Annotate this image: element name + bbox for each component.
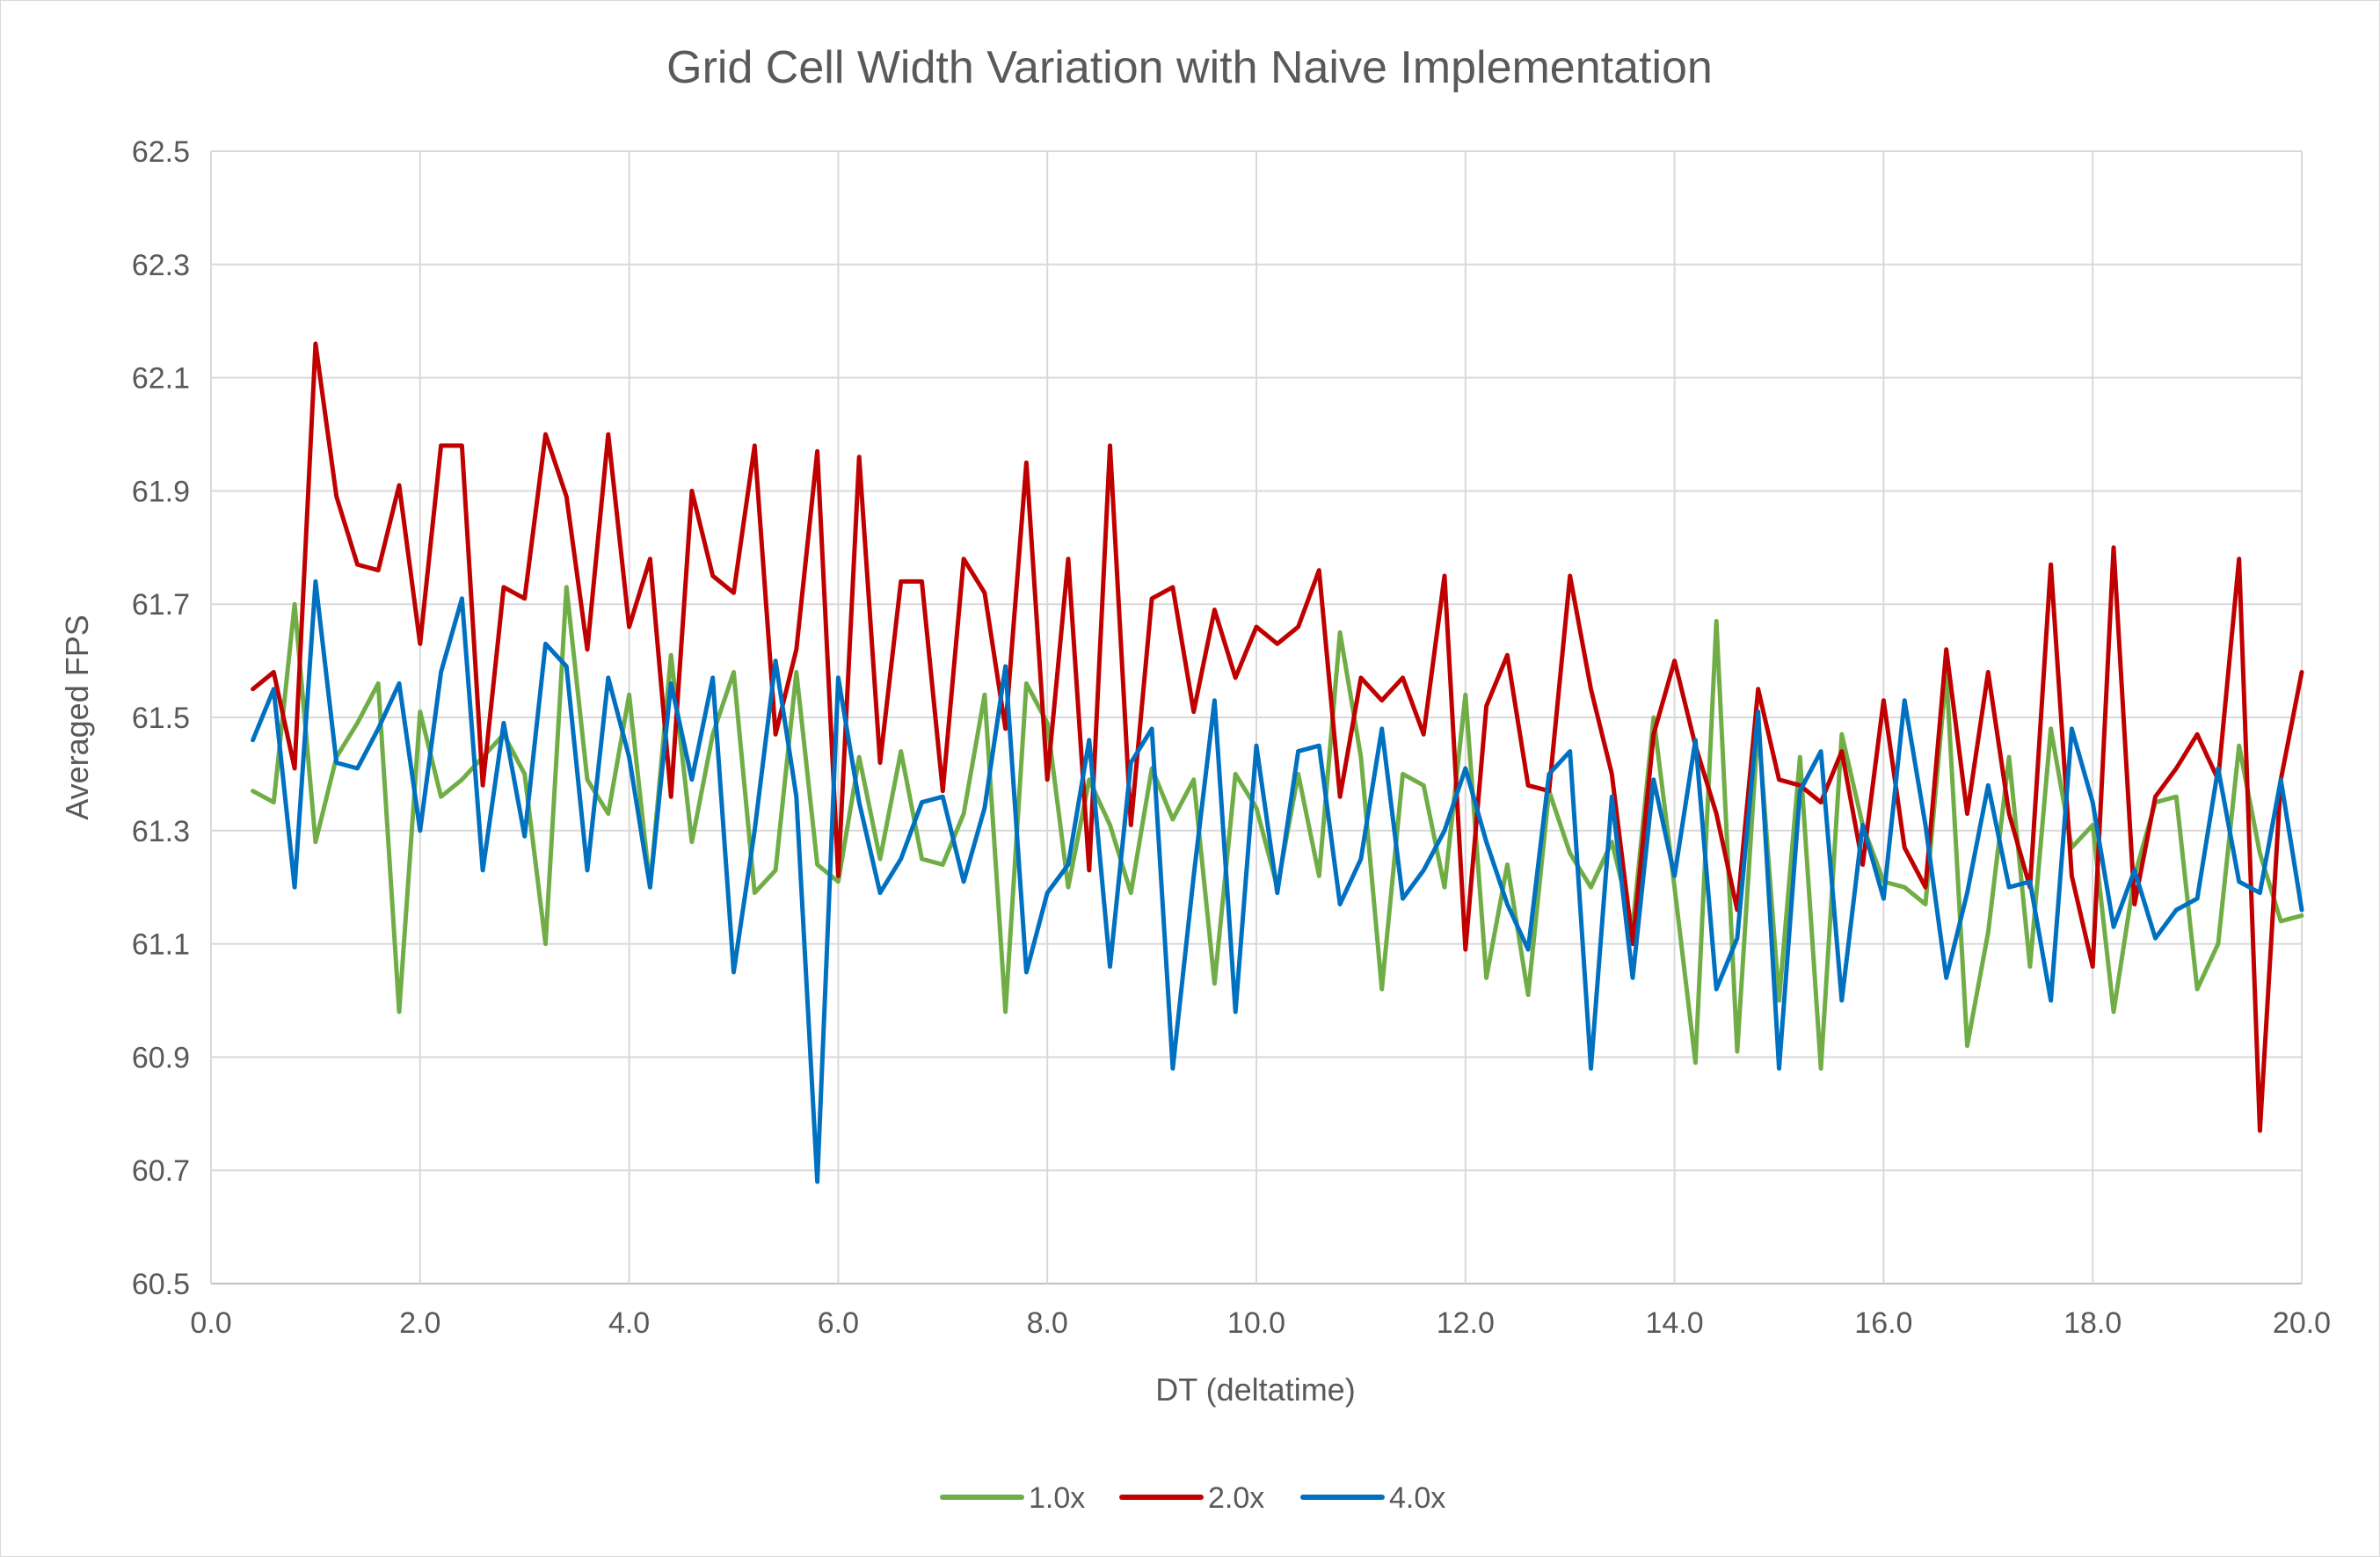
x-tick-label: 4.0 <box>608 1306 650 1340</box>
series-line-4-0x <box>251 578 2304 1184</box>
y-tick-label: 61.5 <box>132 702 190 735</box>
legend: 1.0x 2.0x 4.0x <box>940 1481 1445 1515</box>
x-tick-label: 16.0 <box>1854 1306 1912 1340</box>
chart-title: Grid Cell Width Variation with Naive Imp… <box>666 42 1713 93</box>
x-tick-label: 10.0 <box>1227 1306 1285 1340</box>
x-tick-label: 6.0 <box>818 1306 859 1340</box>
gridlines <box>210 150 2303 1284</box>
x-tick-label: 18.0 <box>2063 1306 2122 1340</box>
y-tick-label: 60.9 <box>132 1041 190 1074</box>
y-tick-label: 61.9 <box>132 475 190 508</box>
x-tick-label: 0.0 <box>190 1306 231 1340</box>
y-tick-label: 61.3 <box>132 815 190 848</box>
series-lines <box>251 341 2304 1184</box>
series-line-2-0x <box>251 341 2304 1133</box>
legend-label: 1.0x <box>1029 1481 1085 1515</box>
y-axis-tick-labels: 60.5 60.7 60.9 61.1 61.3 61.5 61.7 61.9 62.1 62.3… <box>132 135 190 1301</box>
legend-label: 4.0x <box>1389 1481 1445 1515</box>
x-tick-label: 20.0 <box>2273 1306 2331 1340</box>
y-axis-title: Averaged FPS <box>59 615 95 819</box>
y-tick-label: 61.7 <box>132 588 190 622</box>
y-tick-label: 61.1 <box>132 928 190 962</box>
x-tick-label: 14.0 <box>1646 1306 1704 1340</box>
y-tick-label: 62.5 <box>132 135 190 169</box>
legend-label: 2.0x <box>1208 1481 1264 1515</box>
y-tick-label: 62.3 <box>132 249 190 282</box>
y-tick-label: 60.5 <box>132 1268 190 1301</box>
x-tick-label: 2.0 <box>399 1306 440 1340</box>
y-tick-label: 62.1 <box>132 362 190 396</box>
x-tick-label: 12.0 <box>1437 1306 1495 1340</box>
y-tick-label: 60.7 <box>132 1154 190 1188</box>
x-axis-tick-labels: 0.0 2.0 4.0 6.0 8.0 10.0 12.0 14.0 16.0 18.0 20.0 <box>190 1306 2331 1340</box>
x-axis-title: DT (deltatime) <box>1155 1371 1355 1408</box>
x-tick-label: 8.0 <box>1027 1306 1068 1340</box>
